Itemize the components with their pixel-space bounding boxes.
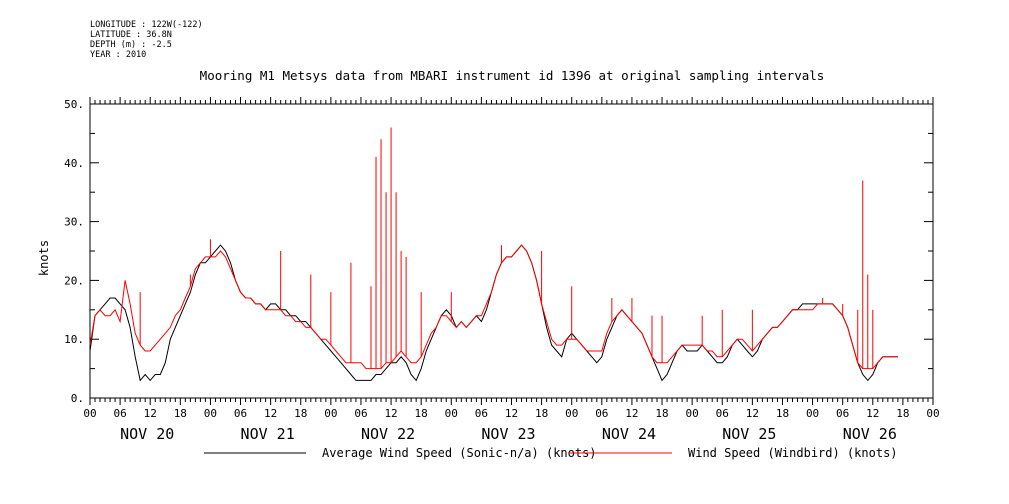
x-hour-label: 18 [174, 407, 187, 420]
x-hour-label: 00 [806, 407, 819, 420]
x-hour-label: 06 [354, 407, 367, 420]
plot-frame [89, 103, 934, 399]
series-layer [89, 127, 898, 382]
legend-label-average-wind: Average Wind Speed (Sonic-n/a) (knots) [322, 446, 597, 460]
x-hour-label: 18 [535, 407, 548, 420]
x-hour-label: 00 [445, 407, 458, 420]
x-hour-label: 06 [836, 407, 849, 420]
legend: Average Wind Speed (Sonic-n/a) (knots) W… [204, 446, 898, 460]
x-hour-label: 06 [113, 407, 126, 420]
x-hour-label: 00 [324, 407, 337, 420]
x-hour-label: 18 [655, 407, 668, 420]
x-day-label: NOV 22 [361, 425, 415, 443]
x-day-label: NOV 26 [843, 425, 897, 443]
y-axis-label: knots [37, 240, 51, 276]
x-hour-label: 12 [866, 407, 879, 420]
y-tick-label: 20. [64, 274, 84, 287]
x-day-label: NOV 24 [602, 425, 656, 443]
x-hour-label: 18 [415, 407, 428, 420]
x-day-label: NOV 25 [722, 425, 776, 443]
metadata-block: LONGITUDE : 122W(-122) LATITUDE : 36.8N … [90, 20, 203, 60]
x-hour-label: 06 [595, 407, 608, 420]
x-hour-label: 12 [384, 407, 397, 420]
x-hour-label: 00 [565, 407, 578, 420]
series-line-average-wind [89, 244, 898, 382]
x-day-label: NOV 23 [481, 425, 535, 443]
x-hour-label: 06 [475, 407, 488, 420]
x-hour-label: 18 [896, 407, 909, 420]
x-hour-label: 18 [776, 407, 789, 420]
x-hour-label: 12 [625, 407, 638, 420]
x-hour-label: 06 [234, 407, 247, 420]
x-day-label: NOV 20 [120, 425, 174, 443]
x-hour-label: 18 [294, 407, 307, 420]
y-tick-label: 30. [64, 216, 84, 229]
x-hour-label: 12 [144, 407, 157, 420]
x-hour-label: 00 [204, 407, 217, 420]
latitude-label: LATITUDE : 36.8N [90, 30, 172, 40]
y-axis: 0. 10. 20. 30. 40. 50. [64, 98, 933, 405]
chart-title: Mooring M1 Metsys data from MBARI instru… [200, 68, 825, 83]
x-axis: 00 06 12 18 00 06 12 18 00 06 12 18 00 06 12 18 00 06 12 18… [83, 97, 940, 443]
x-hour-label: 12 [505, 407, 518, 420]
x-hour-label: 12 [264, 407, 277, 420]
y-tick-label: 50. [64, 98, 84, 111]
y-tick-label: 40. [64, 157, 84, 170]
legend-label-windbird: Wind Speed (Windbird) (knots) [688, 446, 898, 460]
x-hour-label: 00 [926, 407, 939, 420]
y-tick-label: 0. [71, 392, 84, 405]
depth-label: DEPTH (m) : -2.5 [90, 40, 172, 50]
x-hour-label: 06 [716, 407, 729, 420]
longitude-label: LONGITUDE : 122W(-122) [90, 20, 203, 30]
x-hour-label: 00 [83, 407, 96, 420]
y-tick-label: 10. [64, 333, 84, 346]
x-hour-label: 12 [746, 407, 759, 420]
x-hour-label: 00 [686, 407, 699, 420]
x-day-label: NOV 21 [241, 425, 295, 443]
series-line-windbird [89, 244, 898, 370]
year-label: YEAR : 2010 [90, 50, 147, 60]
